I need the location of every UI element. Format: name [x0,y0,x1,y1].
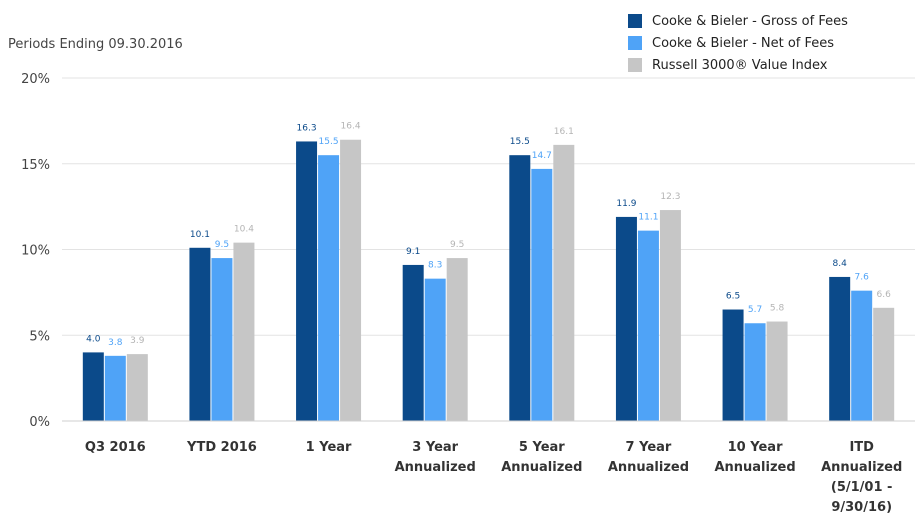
chart-legend: Cooke & Bieler - Gross of Fees Cooke & B… [628,10,848,76]
data-label: 8.3 [428,261,442,271]
x-tick-label: 10 Year [728,440,783,455]
data-label: 9.5 [450,240,464,250]
legend-swatch-gross [628,14,642,28]
x-tick-label: 5 Year [519,440,565,455]
legend-label-index: Russell 3000® Value Index [652,57,828,73]
bar [531,168,553,421]
x-tick-label: Annualized [395,460,476,475]
bar [829,276,851,421]
bar [104,355,126,421]
bar [211,258,233,421]
data-label: 4.0 [86,334,101,344]
x-tick-label: 1 Year [306,440,352,455]
x-tick-label: Annualized [501,460,582,475]
data-label: 10.1 [190,230,210,240]
bar [766,321,788,421]
data-label: 16.4 [341,122,361,132]
bar [296,141,318,421]
data-label: 15.5 [319,137,339,147]
y-tick-label: 5% [29,329,50,344]
y-tick-label: 15% [21,158,50,173]
bar [126,354,148,421]
x-tick-label: ITD [849,440,874,455]
bar [82,352,104,421]
data-label: 14.7 [532,151,552,161]
x-tick-label: 9/30/16) [831,500,892,514]
legend-item-net: Cooke & Bieler - Net of Fees [628,32,848,54]
bar [851,290,873,421]
bar [189,247,211,421]
y-tick-label: 10% [21,244,50,259]
bar [509,155,531,422]
chart-subtitle: Periods Ending 09.30.2016 [8,37,183,52]
data-label: 6.6 [877,290,892,300]
x-tick-label: Q3 2016 [85,440,146,455]
x-tick-label: Annualized [714,460,795,475]
bar [233,242,255,421]
y-tick-label: 0% [29,415,50,430]
data-label: 9.5 [215,240,229,250]
data-label: 10.4 [234,225,254,235]
bar [873,307,895,421]
data-label: 3.9 [130,336,145,346]
bar [744,323,766,421]
data-label: 7.6 [855,273,870,283]
x-tick-label: (5/1/01 - [831,480,893,495]
bar [446,258,468,421]
bar [340,139,362,422]
legend-label-gross: Cooke & Bieler - Gross of Fees [652,13,848,29]
data-label: 11.1 [638,213,658,223]
data-label: 12.3 [660,192,680,202]
data-label: 3.8 [108,338,123,348]
bar [402,264,424,421]
x-tick-label: Annualized [608,460,689,475]
x-tick-label: Annualized [821,460,902,475]
data-label: 6.5 [726,292,740,302]
data-label: 16.3 [297,123,317,133]
bar [659,210,681,421]
y-tick-label: 20% [21,72,50,87]
bar [553,144,575,421]
data-label: 5.7 [748,305,762,315]
bar [424,278,446,421]
legend-label-net: Cooke & Bieler - Net of Fees [652,35,835,51]
legend-item-gross: Cooke & Bieler - Gross of Fees [628,10,848,32]
x-tick-label: 7 Year [626,440,672,455]
data-label: 11.9 [616,199,636,209]
legend-item-index: Russell 3000® Value Index [628,54,848,76]
data-label: 15.5 [510,137,530,147]
data-label: 9.1 [406,247,420,257]
data-label: 16.1 [554,127,574,137]
bar [318,155,340,422]
x-tick-label: YTD 2016 [186,440,257,455]
bar [615,216,637,421]
bar [637,230,659,421]
legend-swatch-index [628,58,642,72]
data-label: 5.8 [770,304,785,314]
legend-swatch-net [628,36,642,50]
data-label: 8.4 [833,259,848,269]
bar [722,309,744,421]
x-tick-label: 3 Year [412,440,458,455]
